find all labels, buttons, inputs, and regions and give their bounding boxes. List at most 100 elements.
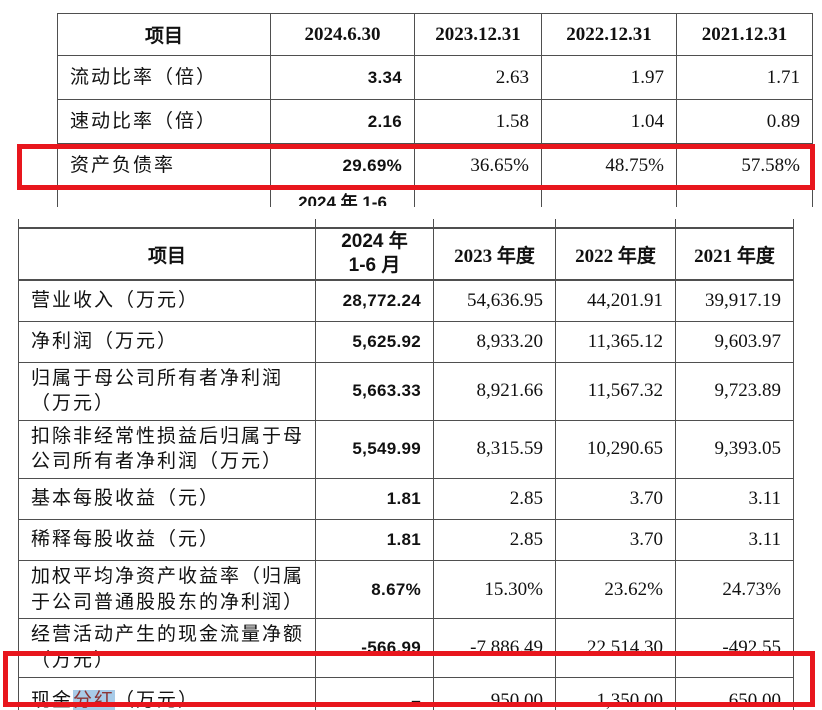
clipped-cell: [676, 187, 813, 207]
table-row-diluted-eps: 稀释每股收益（元） 1.81 2.85 3.70 3.11: [18, 519, 794, 562]
row-label: 速动比率（倍）: [57, 99, 271, 144]
table-row-parent-net-profit: 归属于母公司所有者净利润（万元） 5,663.33 8,921.66 11,56…: [18, 361, 794, 421]
row-label: 扣除非经常性损益后归属于母公司所有者净利润（万元）: [18, 419, 316, 480]
value-cell: 2.85: [433, 519, 556, 562]
value-cell: 11,567.32: [555, 361, 676, 421]
row-label: 归属于母公司所有者净利润（万元）: [18, 361, 316, 421]
value-cell: 2.85: [433, 478, 556, 521]
value-cell: 1.81: [315, 519, 434, 562]
border-stub-row: [18, 219, 794, 228]
header-cell-2021-12-31: 2021.12.31: [676, 13, 813, 56]
value-cell: 29.69%: [270, 143, 415, 188]
header-cell-2021: 2021 年度: [675, 227, 794, 281]
value-cell: 23.62%: [555, 560, 676, 620]
header-cell-2023-12-31: 2023.12.31: [414, 13, 542, 56]
value-cell: 48.75%: [541, 143, 677, 188]
value-cell: 2.63: [414, 55, 542, 100]
clipped-cell: [57, 187, 271, 207]
value-cell: 3.34: [270, 55, 415, 100]
label-text: 现金: [31, 690, 74, 710]
value-cell: 9,603.97: [675, 320, 794, 363]
value-cell: 57.58%: [676, 143, 813, 188]
value-cell: -566.99: [315, 618, 434, 678]
row-label: 基本每股收益（元）: [18, 478, 316, 521]
clipped-text: 2024 年 1-6: [298, 193, 387, 206]
row-label: 稀释每股收益（元）: [18, 519, 316, 562]
ratios-table: 项目 2024.6.30 2023.12.31 2022.12.31 2021.…: [57, 13, 813, 207]
value-cell: 1.71: [676, 55, 813, 100]
table-row-weighted-roe: 加权平均净资产收益率（归属于公司普通股股东的净利润） 8.67% 15.30% …: [18, 560, 794, 620]
value-cell: 8,921.66: [433, 361, 556, 421]
value-cell: 36.65%: [414, 143, 542, 188]
clipped-cell: [541, 187, 677, 207]
clipped-row: 2024 年 1-6: [57, 187, 813, 207]
value-cell: 1,350.00: [555, 676, 676, 710]
value-cell: 1.97: [541, 55, 677, 100]
value-cell: 8.67%: [315, 560, 434, 620]
row-label: 营业收入（万元）: [18, 279, 316, 322]
value-cell: 3.11: [675, 478, 794, 521]
value-cell: 1.58: [414, 99, 542, 144]
value-cell: 3.11: [675, 519, 794, 562]
header-cell-2024-6-30: 2024.6.30: [270, 13, 415, 56]
header-cell-2023: 2023 年度: [433, 227, 556, 281]
header-cell-2024h1: 2024 年 1-6 月: [315, 227, 434, 281]
value-cell: -492.55: [675, 618, 794, 678]
value-cell: 650.00: [675, 676, 794, 710]
value-cell: 8,933.20: [433, 320, 556, 363]
header-line-2: 1-6 月: [348, 255, 401, 276]
table-row-quick-ratio: 速动比率（倍） 2.16 1.58 1.04 0.89: [57, 99, 813, 144]
table-row-basic-eps: 基本每股收益（元） 1.81 2.85 3.70 3.11: [18, 478, 794, 521]
clipped-cell: 2024 年 1-6: [270, 187, 415, 207]
ratios-header-row: 项目 2024.6.30 2023.12.31 2022.12.31 2021.…: [57, 13, 813, 56]
table-row-current-ratio: 流动比率（倍） 3.34 2.63 1.97 1.71: [57, 55, 813, 100]
value-cell: 950.00: [433, 676, 556, 710]
table-row-debt-ratio: 资产负债率 29.69% 36.65% 48.75% 57.58%: [57, 143, 813, 188]
table-row-operating-cash-flow: 经营活动产生的现金流量净额（万元） -566.99 -7,886.49 22,5…: [18, 618, 794, 678]
value-cell: 9,393.05: [675, 419, 794, 480]
header-cell-item: 项目: [18, 227, 316, 281]
header-cell-2022: 2022 年度: [555, 227, 676, 281]
value-cell: 15.30%: [433, 560, 556, 620]
value-cell: 9,723.89: [675, 361, 794, 421]
row-label: 净利润（万元）: [18, 320, 316, 363]
value-cell: 5,663.33: [315, 361, 434, 421]
clipped-cell: [414, 187, 542, 207]
value-cell: 1.81: [315, 478, 434, 521]
value-cell: 24.73%: [675, 560, 794, 620]
value-cell: 5,625.92: [315, 320, 434, 363]
value-cell: 44,201.91: [555, 279, 676, 322]
value-cell: 10,290.65: [555, 419, 676, 480]
table-row-net-profit: 净利润（万元） 5,625.92 8,933.20 11,365.12 9,60…: [18, 320, 794, 363]
value-cell: –: [315, 676, 434, 710]
selection-highlight: 分红: [73, 690, 116, 710]
value-cell: 5,549.99: [315, 419, 434, 480]
row-label: 资产负债率: [57, 143, 271, 188]
header-cell-item: 项目: [57, 13, 271, 56]
row-label: 现金分红（万元）: [18, 676, 316, 710]
value-cell: 39,917.19: [675, 279, 794, 322]
value-cell: 3.70: [555, 478, 676, 521]
value-cell: -7,886.49: [433, 618, 556, 678]
value-cell: 54,636.95: [433, 279, 556, 322]
value-cell: 22,514.30: [555, 618, 676, 678]
table-row-revenue: 营业收入（万元） 28,772.24 54,636.95 44,201.91 3…: [18, 279, 794, 322]
row-label: 经营活动产生的现金流量净额（万元）: [18, 618, 316, 678]
table-row-cash-dividend: 现金分红（万元） – 950.00 1,350.00 650.00: [18, 676, 794, 710]
value-cell: 2.16: [270, 99, 415, 144]
value-cell: 0.89: [676, 99, 813, 144]
value-cell: 1.04: [541, 99, 677, 144]
financials-header-row: 项目 2024 年 1-6 月 2023 年度 2022 年度 2021 年度: [18, 227, 794, 281]
value-cell: 8,315.59: [433, 419, 556, 480]
value-cell: 28,772.24: [315, 279, 434, 322]
label-text: （万元）: [115, 690, 200, 710]
table-row-deducted-net-profit: 扣除非经常性损益后归属于母公司所有者净利润（万元） 5,549.99 8,315…: [18, 419, 794, 480]
value-cell: 11,365.12: [555, 320, 676, 363]
value-cell: 3.70: [555, 519, 676, 562]
row-label: 加权平均净资产收益率（归属于公司普通股股东的净利润）: [18, 560, 316, 620]
financials-table: 项目 2024 年 1-6 月 2023 年度 2022 年度 2021 年度 …: [18, 219, 794, 710]
row-label: 流动比率（倍）: [57, 55, 271, 100]
header-line-1: 2024 年: [341, 231, 408, 253]
header-cell-2022-12-31: 2022.12.31: [541, 13, 677, 56]
